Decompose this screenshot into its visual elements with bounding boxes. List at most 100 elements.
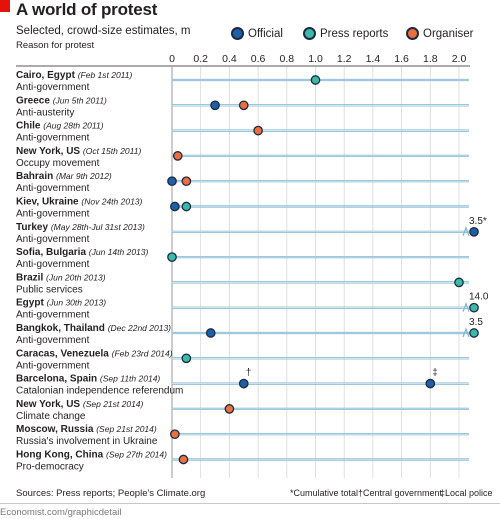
press-marker [181,201,192,212]
row-place: Chile [16,121,43,132]
legend-press-label: Press reports [320,27,389,40]
row-label-reason: Public services [16,284,83,295]
row-date: (Mar 9th 2012) [56,171,112,181]
row-label-place: Sofia, Bulgaria (Jun 14th 2013) [16,247,149,258]
row-label-place: Moscow, Russia (Sep 21st 2014) [16,424,157,435]
row-label-reason: Anti-government [16,360,90,371]
row-place: Egypt [16,298,47,309]
x-tick-label: 0.6 [251,53,266,65]
official-marker [170,201,180,212]
row-place: Greece [16,95,53,106]
row-place: Turkey [16,222,51,233]
row-label-place: Caracas, Venezuela (Feb 23rd 2014) [16,348,173,359]
official-dot-icon [231,27,244,40]
official2-marker [425,378,436,389]
legend-organiser: Organiser [406,27,474,40]
row-label-place: Cairo, Egypt (Feb 1st 2011) [16,70,133,81]
row-place: New York, US [16,146,83,157]
organiser-dot-icon [406,27,419,40]
official-marker [205,328,216,338]
organiser-marker [181,176,192,187]
row-label-place: Turkey (May 28th-Jul 31st 2013) [16,222,145,233]
row-label-reason: Anti-government [16,209,90,220]
press-dot-icon [303,27,316,40]
row-label-place: Greece (Jun 5th 2011) [16,95,107,106]
press-marker [167,252,177,262]
row-date: (Aug 28th 2011) [43,121,103,131]
row-place: Cairo, Egypt [16,70,78,81]
press-marker [181,353,192,364]
annotation-label: 14.0 [469,292,489,303]
organiser-marker [253,125,263,136]
press-marker [469,328,479,338]
chart-legend: Official Press reports Organiser [0,27,500,41]
axis-break-mark [462,226,470,237]
row-label-reason: Occupy movement [16,158,100,169]
row-label-reason: Anti-government [16,335,90,346]
x-tick-label: 0.8 [279,53,294,65]
row-label-reason: Anti-government [16,82,90,93]
row-date: (Dec 22nd 2013) [108,323,171,333]
row-label-place: Chile (Aug 28th 2011) [16,121,104,132]
row-label-place: Bangkok, Thailand (Dec 22nd 2013) [16,323,171,334]
annotation-label: 3.5* [469,216,487,227]
legend-official: Official [231,27,283,40]
row-place: Barcelona, Spain [16,374,100,385]
row-label-place: Bahrain (Mar 9th 2012) [16,171,112,182]
official-marker [238,378,249,389]
row-date: (Jun 14th 2013) [89,247,149,257]
row-place: Bangkok, Thailand [16,323,108,334]
row-label-place: Egypt (Jun 30th 2013) [16,298,106,309]
chart-subtitle: Selected, crowd-size estimates, m [16,25,191,37]
row-label-place: New York, US (Sep 21st 2014) [16,399,144,410]
row-place: Sofia, Bulgaria [16,247,89,258]
legend-organiser-label: Organiser [423,27,474,40]
official-marker [210,100,220,111]
row-label-reason: Anti-austerity [16,107,74,118]
x-tick-label: 0.4 [222,53,237,65]
row-date: (Jun 30th 2013) [47,298,107,308]
chart-title: A world of protest [16,0,158,19]
row-label-reason: Anti-government [16,234,90,245]
press-marker [454,277,464,288]
row-label-reason: Russia's involvement in Ukraine [16,436,158,447]
row-label-place: Kiev, Ukraine (Nov 24th 2013) [16,197,143,208]
x-tick-label: 0.2 [193,53,208,65]
annotation-label: † [246,368,252,379]
annotation-label: 3.5 [469,317,483,328]
footer-divider [0,503,500,504]
row-place: Kiev, Ukraine [16,197,81,208]
row-place: Hong Kong, China [16,450,106,461]
official-marker [469,226,479,237]
x-tick-label: 1.0 [308,53,323,65]
organiser-marker [170,429,180,440]
row-place: Moscow, Russia [16,424,96,435]
row-date: (Feb 1st 2011) [78,70,133,80]
footer-credit: Economist.com/graphicdetail [0,507,122,518]
x-tick-label: 1.8 [423,53,438,65]
footnote-central-government: †Central government [358,488,443,498]
row-date: (Sep 21st 2014) [96,424,157,434]
footnote-cumulative: *Cumulative total [290,488,359,498]
organiser-marker [178,454,189,465]
footer-sources: Sources: Press reports; People's Climate… [16,488,206,499]
row-label-reason: Anti-government [16,310,90,321]
x-tick-label: 1.2 [337,53,352,65]
x-tick-label: 1.6 [394,53,409,65]
row-date: (Nov 24th 2013) [81,197,142,207]
official-marker [167,176,177,187]
legend-press: Press reports [303,27,388,40]
x-tick-label: 1.4 [366,53,381,65]
row-label-place: Barcelona, Spain (Sep 11th 2014) [16,374,160,385]
row-label-reason: Anti-government [16,133,90,144]
row-label-place: Hong Kong, China (Sep 27th 2014) [16,450,167,461]
row-date: (Oct 15th 2011) [83,146,142,156]
brand-accent-bar [0,0,10,12]
row-date: (Sep 27th 2014) [106,450,167,460]
row-date: (May 28th-Jul 31st 2013) [51,222,145,232]
footnote-local-police: ‡Local police [440,488,493,498]
axis-break-mark [462,327,470,338]
row-label-reason: Catalonian independence referendum [16,386,183,397]
reason-label: Reason for protest [16,40,95,51]
